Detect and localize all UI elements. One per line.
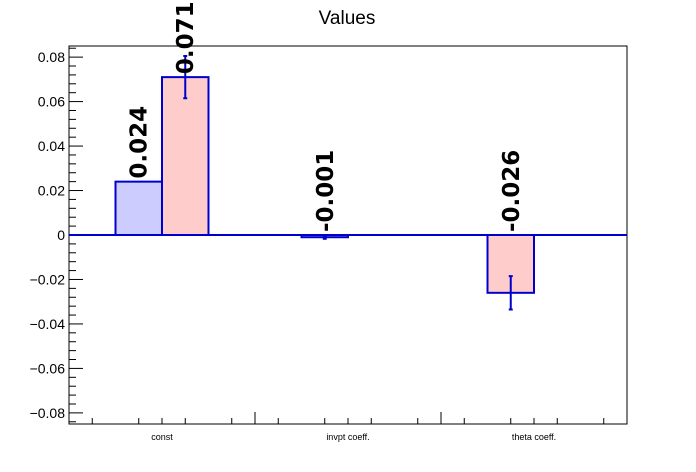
y-tick-label: −0.04 (30, 316, 66, 332)
y-tick-label: 0.02 (38, 183, 65, 199)
data-label: 0.071 (173, 1, 199, 74)
y-tick-label: 0.08 (38, 49, 65, 65)
data-label: -0.026 (499, 150, 525, 232)
bar (161, 76, 210, 236)
y-tick-label: −0.08 (30, 405, 66, 421)
y-tick-label: −0.06 (30, 360, 66, 376)
plot-area: −0.08 −0.06 −0.04 −0.02 0 0.02 0.04 0.06 0.08 con… (30, 1, 628, 442)
y-tick-label: −0.02 (30, 271, 66, 287)
x-category-label: invpt coeff. (326, 432, 369, 442)
x-category-label: theta coeff. (512, 432, 556, 442)
y-tick-label: 0.06 (38, 94, 65, 110)
x-category-label: const (151, 432, 173, 442)
y-tick-label: 0 (57, 227, 65, 243)
data-label: 0.024 (127, 106, 153, 179)
data-label: -0.001 (313, 150, 339, 232)
chart-title: Values (319, 8, 376, 29)
bar (114, 180, 163, 237)
y-tick-label: 0.04 (38, 138, 65, 154)
